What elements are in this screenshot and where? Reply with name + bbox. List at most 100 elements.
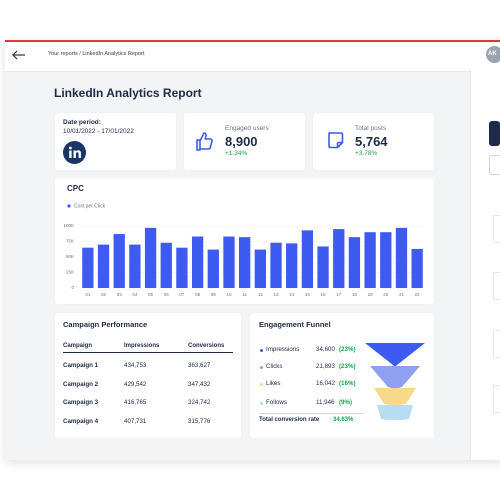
side-panel-input[interactable] [489,155,500,175]
x-tick-label: 09 [211,292,217,297]
avatar[interactable]: AK [486,46,500,63]
bar [207,249,219,288]
funnel-slice [374,388,416,406]
bar [411,248,423,288]
table-cell: 416,765 [124,399,147,406]
stage-label: Clicks [266,363,283,370]
stage-share: (23%) [339,346,356,353]
posts-change: +3.78% [355,150,378,157]
stage-share: (23%) [339,363,356,370]
x-tick-label: 13 [274,292,280,297]
side-panel-box [493,215,500,243]
bar [301,230,314,288]
bar [97,244,110,288]
funnel-card: Engagement Funnel Total conversion rate … [250,313,434,438]
bar [223,236,235,288]
top-bar [5,40,500,72]
x-tick-label: 19 [368,292,374,297]
table-cell: Campaign 3 [63,399,99,406]
campaign-card: Campaign Performance Campaign Impressions… [55,313,241,438]
engaged-label: Engaged users [225,125,269,132]
stage-bullet [260,348,263,352]
y-tick-label: 0 [71,285,74,290]
bar [82,247,94,288]
stage-value: 21,893 [316,363,335,370]
stage-label: Impressions [266,346,300,353]
x-tick-label: 16 [321,292,327,297]
table-title: Campaign Performance [63,320,148,329]
thumb-icon [196,132,213,151]
date-label: Date period: [63,119,101,126]
side-panel-button[interactable] [489,121,500,146]
bar [160,242,172,288]
y-tick-label: 100K [63,223,74,228]
table-header: Conversions [188,343,225,349]
x-tick-label: 08 [195,292,201,297]
total-label: Total conversion rate [259,417,320,423]
table-cell: Campaign 2 [63,380,99,388]
bar [113,234,125,288]
posts-label: Total posts [355,125,387,132]
x-tick-label: 17 [336,292,342,297]
funnel-slice [370,366,420,389]
stage-bullet [260,401,263,405]
bar [191,236,204,288]
back-button[interactable] [12,50,26,60]
linkedin-logo [63,141,86,164]
funnel-title: Engagement Funnel [259,320,331,329]
date-card: Date period: 10/01/2022 - 17/01/2022 [55,113,176,170]
bar [317,246,329,288]
side-panel-box [493,385,500,413]
total-value: 34.63% [333,417,354,423]
x-tick-label: 14 [289,292,295,297]
bar [380,232,392,288]
engaged-card: Engaged users 8,900 +1.34% [184,113,305,170]
bar [364,232,376,288]
x-tick-label: 04 [132,292,138,297]
cpc-chart: CPC Cost per Click 0 25K 50K 75K 100K 01 02 03 04… [63,184,425,297]
funnel-slice [377,405,413,421]
bar [254,249,266,288]
legend-label: Cost per Click [74,203,106,209]
bar [176,247,188,288]
cpc-card: CPC Cost per Click 0 25K 50K 75K 100K 01 02 03 04… [55,178,434,304]
x-tick-label: 10 [226,292,232,297]
y-tick-label: 25K [66,270,74,275]
legend-swatch [67,204,71,208]
table-cell: 315,776 [188,417,211,425]
table-header: Impressions [124,343,160,349]
stage-value: 34,600 [316,346,335,353]
table-cell: Campaign 1 [63,362,99,369]
table-cell: 434,753 [124,362,147,369]
bar [144,227,157,288]
stage-bullet [260,382,263,386]
stage-label: Likes [266,380,281,387]
side-panel-box [493,272,500,300]
stage-value: 11,946 [316,399,335,406]
funnel-graphic [365,343,425,421]
bar [395,227,408,288]
table-cell: 407,731 [124,417,147,425]
stage-value: 16,042 [316,380,335,387]
post-icon [328,132,344,149]
posts-value: 5,764 [355,134,388,149]
engaged-value: 8,900 [225,134,258,149]
table-cell: 429,542 [124,380,147,388]
x-tick-label: 11 [242,292,247,297]
breadcrumb[interactable]: Your reports / LinkedIn Analytics Report [48,51,145,57]
report-title: LinkedIn Analytics Report [54,86,202,100]
table-cell: 347,432 [188,380,211,388]
x-tick-label: 21 [399,292,405,297]
table-header: Campaign [63,343,93,349]
date-value: 10/01/2022 - 17/01/2022 [63,128,134,135]
x-tick-label: 02 [101,292,107,297]
x-tick-label: 15 [305,292,311,297]
y-tick-label: 75K [66,239,74,244]
bar [333,229,345,288]
posts-card: Total posts 5,764 +3.78% [313,113,434,170]
table-cell: 324,742 [188,399,211,406]
x-tick-label: 06 [164,292,170,297]
stage-label: Follows [266,399,287,406]
table-cell: Campaign 4 [63,417,99,425]
chart-title: CPC [67,184,84,193]
